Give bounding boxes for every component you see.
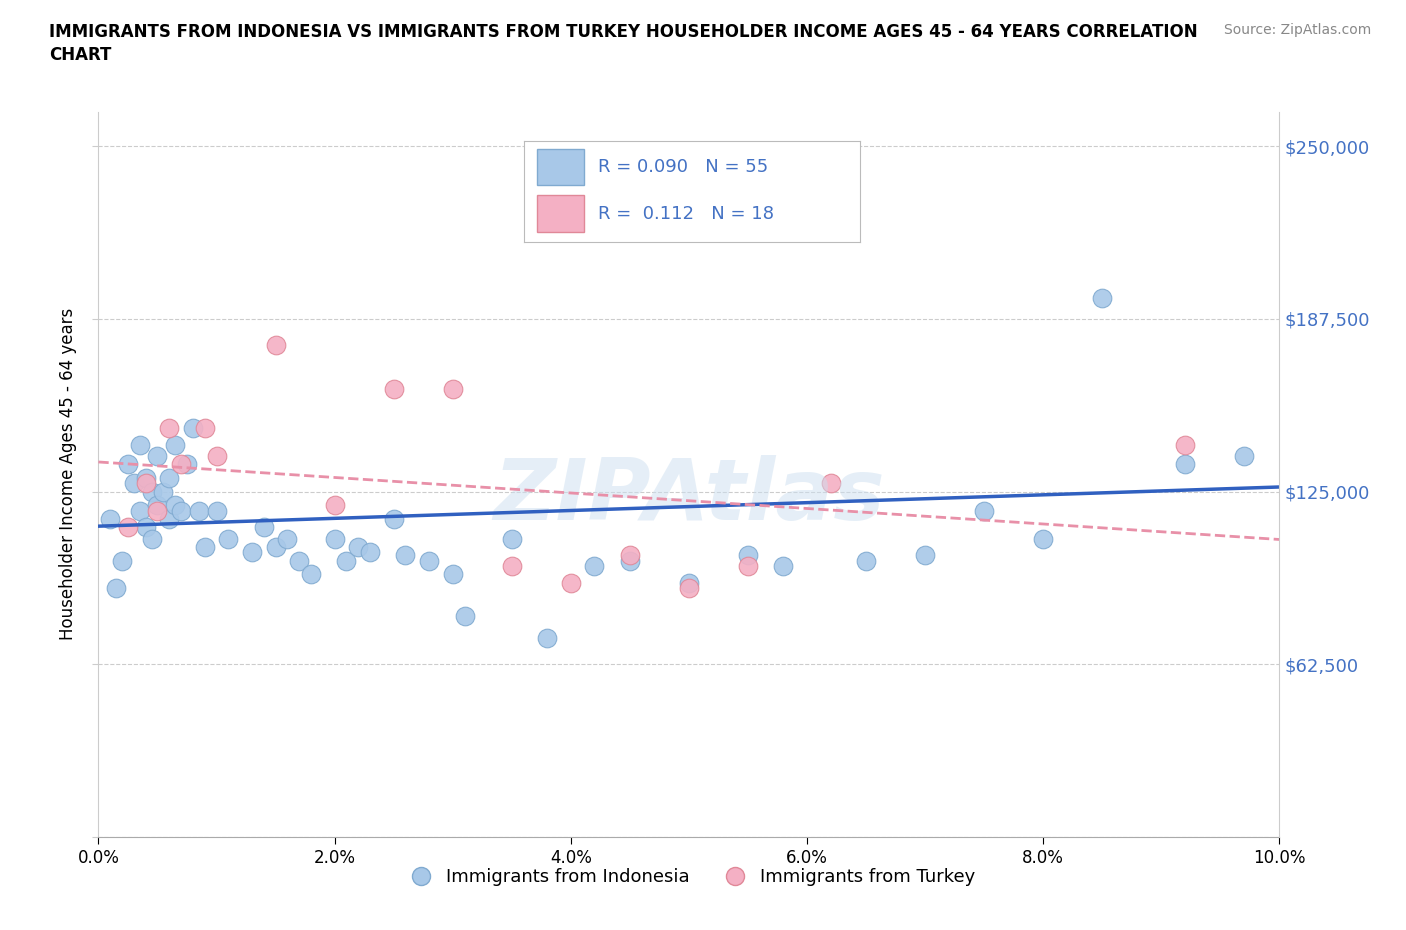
Point [146,448,169,463]
Point [323,498,346,512]
Point [135,476,157,491]
Point [288,553,311,568]
Point [152,485,174,499]
Point [176,457,198,472]
Point [501,531,523,546]
Point [122,476,145,491]
Point [1233,448,1256,463]
Point [382,382,405,397]
Point [441,382,464,397]
Point [359,545,381,560]
Point [165,498,187,512]
Point [217,531,239,546]
Point [1174,457,1197,472]
Point [187,503,209,518]
Point [135,520,157,535]
Point [441,567,464,582]
Point [914,548,936,563]
Point [737,559,759,574]
Point [382,512,405,526]
Point [619,548,641,563]
Point [205,503,228,518]
Point [240,545,263,560]
Point [323,531,346,546]
Point [141,485,163,499]
Point [299,567,322,582]
Legend: Immigrants from Indonesia, Immigrants from Turkey: Immigrants from Indonesia, Immigrants fr… [395,861,983,893]
Point [128,437,150,452]
Point [170,503,193,518]
Point [253,520,276,535]
Text: IMMIGRANTS FROM INDONESIA VS IMMIGRANTS FROM TURKEY HOUSEHOLDER INCOME AGES 45 -: IMMIGRANTS FROM INDONESIA VS IMMIGRANTS … [49,23,1198,41]
Point [619,553,641,568]
Y-axis label: Householder Income Ages 45 - 64 years: Householder Income Ages 45 - 64 years [59,308,77,641]
Point [560,576,582,591]
Point [973,503,995,518]
Point [181,420,204,435]
Point [536,631,558,645]
Point [855,553,877,568]
Point [165,437,187,452]
Point [157,420,180,435]
Point [170,457,193,472]
Point [194,539,217,554]
Point [146,503,169,518]
Point [105,581,128,596]
Point [820,476,842,491]
Point [117,520,139,535]
Point [98,512,121,526]
Point [135,471,157,485]
Point [501,559,523,574]
Point [1174,437,1197,452]
Point [453,608,475,623]
Point [111,553,134,568]
Point [128,503,150,518]
Point [335,553,357,568]
Point [264,539,287,554]
Point [157,471,180,485]
Point [796,153,818,167]
Point [772,559,794,574]
Point [678,581,700,596]
Point [737,548,759,563]
Point [418,553,440,568]
Point [194,420,217,435]
Point [264,338,287,352]
Point [583,559,606,574]
Point [1032,531,1054,546]
Point [146,498,169,512]
Point [141,531,163,546]
Text: ZIPAtlas: ZIPAtlas [494,455,884,538]
Point [205,448,228,463]
Point [394,548,416,563]
Point [157,512,180,526]
Point [1091,291,1114,306]
Point [347,539,370,554]
Point [276,531,298,546]
Point [117,457,139,472]
Text: Source: ZipAtlas.com: Source: ZipAtlas.com [1223,23,1371,37]
Point [678,576,700,591]
Text: CHART: CHART [49,46,111,64]
